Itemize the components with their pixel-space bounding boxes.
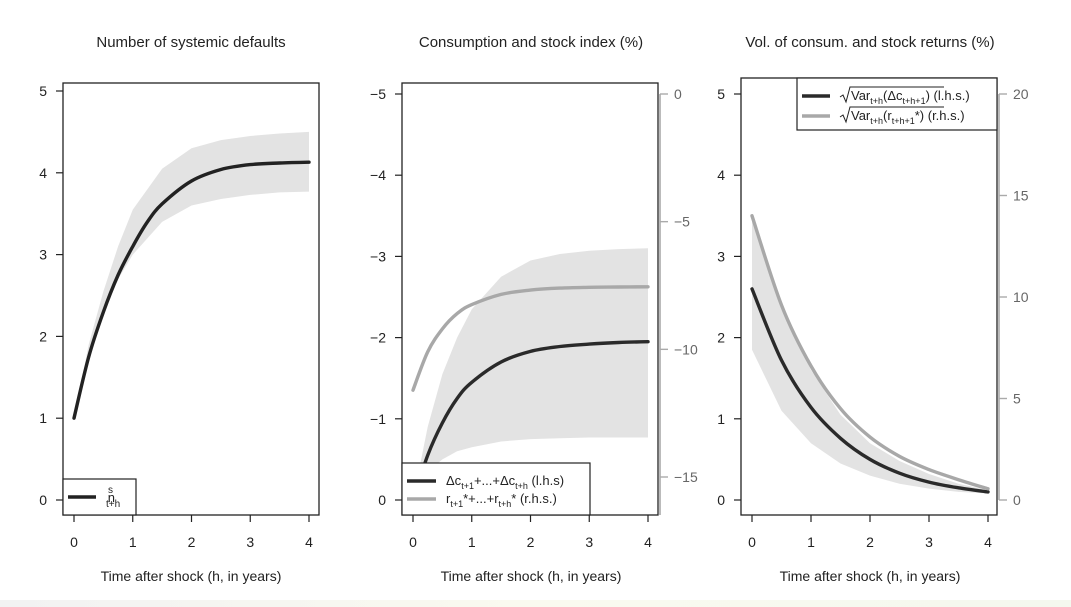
x-tick-label: 0 [70, 534, 78, 550]
x-tick-label: 3 [925, 534, 933, 550]
sqrt-icon [839, 86, 944, 104]
legend-text: * (r.h.s.) [511, 491, 557, 506]
y-tick-label: 1 [717, 411, 725, 427]
x-tick-label: 2 [866, 534, 874, 550]
x-tick-label: 4 [644, 534, 652, 550]
series-line-1 [750, 287, 990, 494]
y-tick-label: 0 [39, 492, 47, 508]
legend-label: rt+1*+...+rt+h* (r.h.s.) [446, 491, 557, 509]
y2-tick-label: 20 [1013, 86, 1029, 102]
y2-tick-label: 5 [1013, 391, 1021, 407]
x-tick-label: 1 [468, 534, 476, 550]
y-tick-label: −3 [370, 248, 386, 264]
legend-text: (l.h.s) [528, 473, 564, 488]
confidence-band [74, 131, 309, 419]
legend-text: Δc [446, 473, 462, 488]
chart-panel-3: Vol. of consum. and stock returns (%) 0 1 2… [717, 34, 1029, 584]
x-tick-label: 3 [585, 534, 593, 550]
legend-label: Δct+1+...+Δct+h (l.h.s) [446, 473, 564, 491]
series-line-1 [411, 340, 650, 502]
legend-box [401, 462, 591, 516]
y-tick-label: 3 [39, 247, 47, 263]
chart-title: Vol. of consum. and stock returns (%) [745, 34, 994, 51]
y-tick-label: 2 [39, 328, 47, 344]
x-tick-label: 0 [409, 534, 417, 550]
legend-sub: t+1 [450, 499, 463, 509]
series-line-2 [411, 285, 650, 392]
chart-panel-2: Consumption and stock index (%) 0 1 2 3 4 Time… [370, 34, 698, 584]
x-tick-label: 3 [246, 534, 254, 550]
legend-text: +...+Δc [474, 473, 516, 488]
y-tick-label: −5 [370, 86, 386, 102]
legend-sub: t+h [870, 96, 883, 106]
legend-label-sup: s [108, 485, 113, 496]
x-axis-label: Time after shock (h, in years) [441, 568, 622, 584]
y2-tick-label: 0 [674, 86, 682, 102]
y-tick-label: 3 [717, 248, 725, 264]
y-tick-label: 0 [378, 492, 386, 508]
legend-sub: t+h [870, 116, 883, 126]
legend-text: (l.h.s.) [930, 88, 970, 103]
legend-sub: t+1 [461, 481, 474, 491]
y-tick-label: −2 [370, 330, 386, 346]
x-axis-label: Time after shock (h, in years) [101, 568, 282, 584]
x-tick-label: 1 [807, 534, 815, 550]
confidence-band [752, 215, 988, 494]
series-line-2 [750, 214, 990, 491]
y-tick-label: 4 [39, 165, 47, 181]
legend-text: *) [915, 108, 924, 123]
y2-tick-label: −15 [674, 469, 698, 485]
y-tick-label: 2 [717, 330, 725, 346]
legend-text: ) [926, 88, 930, 103]
legend-text: (Δc [883, 88, 903, 103]
x-axis-label: Time after shock (h, in years) [780, 568, 961, 584]
legend: Vart+h(Δct+h+1) (l.h.s.)Vart+h(rt+h+1*) … [796, 77, 998, 131]
sqrt-icon [839, 106, 944, 124]
legend: ns t+h [62, 478, 137, 516]
legend-label: Vart+h(Δct+h+1) (l.h.s.) [851, 88, 970, 106]
y-tick-label: −4 [370, 167, 386, 183]
chart-title: Number of systemic defaults [96, 34, 285, 51]
confidence-band [413, 248, 648, 500]
chart-panel-1: Number of systemic defaults 0 1 2 3 4 Time aft… [39, 34, 320, 584]
y2-tick-label: −10 [674, 341, 698, 357]
chart-title: Consumption and stock index (%) [419, 34, 643, 51]
x-tick-label: 0 [748, 534, 756, 550]
legend-text: (r [883, 108, 892, 123]
y2-tick-label: 15 [1013, 188, 1029, 204]
legend-text: Var [851, 88, 871, 103]
legend-label-sub: t+h [106, 499, 120, 510]
y2-tick-label: 10 [1013, 289, 1029, 305]
y2-tick-label: −5 [674, 214, 690, 230]
y-tick-label: 5 [39, 83, 47, 99]
legend-label: ns t+h [106, 485, 120, 510]
x-tick-label: 1 [129, 534, 137, 550]
legend: Δct+1+...+Δct+h (l.h.s)rt+1*+...+rt+h* (… [401, 462, 591, 516]
legend-label: Vart+h(rt+h+1*) (r.h.s.) [851, 108, 965, 126]
y-tick-label: 0 [717, 492, 725, 508]
legend-text: *+...+r [463, 491, 499, 506]
x-tick-label: 4 [305, 534, 313, 550]
y-tick-label: 4 [717, 167, 725, 183]
legend-sub: t+h+1 [903, 96, 926, 106]
legend-sub: t+h+1 [892, 116, 915, 126]
legend-text: r [446, 491, 451, 506]
y-tick-label: 5 [717, 86, 725, 102]
legend-text: (r.h.s.) [924, 108, 964, 123]
x-tick-label: 2 [188, 534, 196, 550]
series-line-1 [72, 160, 311, 420]
legend-sub: t+h [499, 499, 512, 509]
y-tick-label: −1 [370, 411, 386, 427]
legend-label-main: n [108, 490, 115, 505]
y-tick-label: 1 [39, 410, 47, 426]
bottom-strip [0, 600, 1071, 607]
x-tick-label: 2 [527, 534, 535, 550]
x-tick-label: 4 [984, 534, 992, 550]
legend-text: Var [851, 108, 871, 123]
y2-tick-label: 0 [1013, 492, 1021, 508]
legend-sub: t+h [515, 481, 528, 491]
